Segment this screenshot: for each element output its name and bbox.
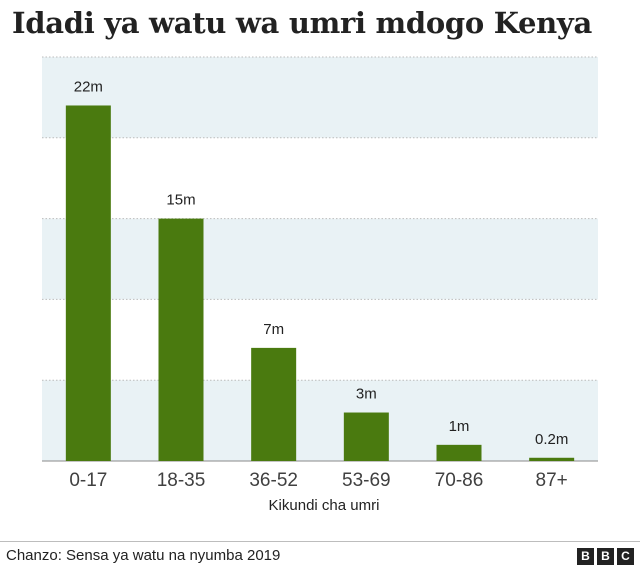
x-tick-label: 87+ xyxy=(536,470,568,491)
bar xyxy=(251,347,297,461)
x-tick-label: 36-52 xyxy=(249,470,298,491)
background-bands xyxy=(42,57,598,461)
data-label: 3m xyxy=(356,386,377,403)
bar xyxy=(436,444,482,461)
bar xyxy=(158,218,204,461)
background-band xyxy=(42,57,598,138)
x-tick-label: 18-35 xyxy=(157,470,206,491)
background-band xyxy=(42,380,598,461)
source-note: Chanzo: Sensa ya watu na nyumba 2019 xyxy=(6,547,281,564)
gridlines xyxy=(42,56,598,381)
logo-block-2: B xyxy=(597,548,614,565)
x-tick-label: 70-86 xyxy=(435,470,484,491)
bar xyxy=(65,105,111,461)
data-label: 22m xyxy=(74,78,103,95)
bar-chart: 22m 15m 7m 3m 1m 0.2m 0-17 18-35 36-52 53-69 70-8… xyxy=(42,56,598,514)
chart-title: Idadi ya watu wa umri mdogo Kenya xyxy=(12,6,592,40)
background-band xyxy=(42,218,598,300)
data-labels: 22m 15m 7m 3m 1m 0.2m xyxy=(74,78,569,447)
bbc-logo: B B C xyxy=(577,548,634,565)
bar xyxy=(343,412,389,461)
data-label: 15m xyxy=(166,192,195,209)
bar xyxy=(529,457,575,461)
x-tick-labels: 0-17 18-35 36-52 53-69 70-86 87+ xyxy=(69,470,567,491)
logo-block-3: C xyxy=(617,548,634,565)
x-tick-label: 53-69 xyxy=(342,470,391,491)
x-tick-label: 0-17 xyxy=(69,470,107,491)
data-label: 0.2m xyxy=(535,431,568,448)
logo-block-1: B xyxy=(577,548,594,565)
x-axis-label: Kikundi cha umri xyxy=(269,497,380,514)
footer-divider xyxy=(0,541,640,542)
data-label: 7m xyxy=(263,321,284,338)
data-label: 1m xyxy=(449,418,470,435)
bars xyxy=(65,105,575,461)
